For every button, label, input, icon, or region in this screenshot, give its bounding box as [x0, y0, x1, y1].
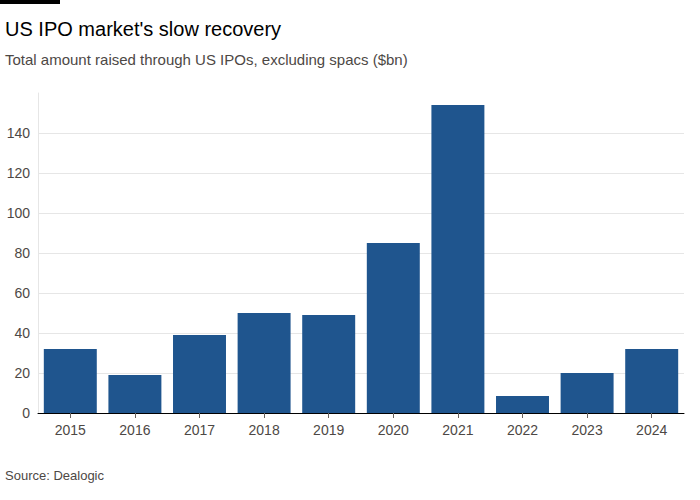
svg-text:US IPO market's slow recovery: US IPO market's slow recovery — [5, 18, 281, 40]
svg-text:0: 0 — [22, 405, 30, 421]
svg-text:20: 20 — [14, 365, 30, 381]
svg-text:2021: 2021 — [442, 422, 473, 438]
svg-text:2023: 2023 — [572, 422, 603, 438]
svg-text:120: 120 — [7, 165, 31, 181]
svg-text:2022: 2022 — [507, 422, 538, 438]
svg-text:60: 60 — [14, 285, 30, 301]
svg-text:2020: 2020 — [378, 422, 409, 438]
svg-text:2019: 2019 — [313, 422, 344, 438]
svg-text:Total amount raised through US: Total amount raised through US IPOs, exc… — [5, 51, 408, 68]
svg-text:80: 80 — [14, 245, 30, 261]
svg-text:2024: 2024 — [636, 422, 667, 438]
svg-text:2018: 2018 — [249, 422, 280, 438]
svg-text:2016: 2016 — [119, 422, 150, 438]
svg-text:2017: 2017 — [184, 422, 215, 438]
svg-text:40: 40 — [14, 325, 30, 341]
svg-text:100: 100 — [7, 205, 31, 221]
svg-text:2015: 2015 — [55, 422, 86, 438]
svg-text:Source: Dealogic: Source: Dealogic — [5, 468, 104, 483]
svg-text:140: 140 — [7, 125, 31, 141]
